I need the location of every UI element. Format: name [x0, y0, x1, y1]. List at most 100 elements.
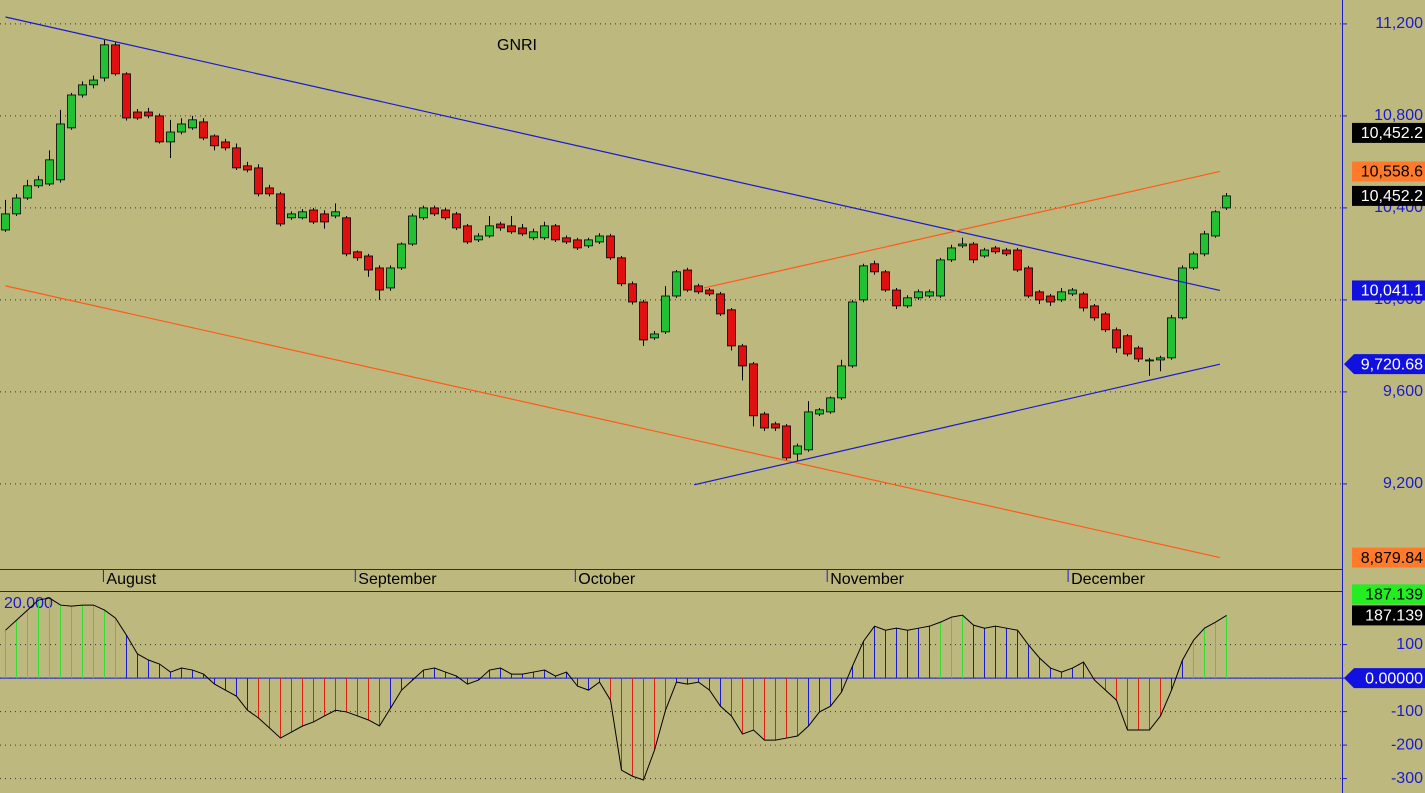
candle-body [1090, 305, 1099, 319]
candle-body [144, 111, 153, 117]
y-tick-label: -200 [1391, 736, 1423, 753]
candle-body [683, 269, 692, 291]
price-label: 10,452.2 [1352, 122, 1425, 143]
candle-body [1200, 233, 1209, 255]
candle-body [463, 225, 472, 243]
candle-body [738, 345, 747, 367]
candle-body [749, 363, 758, 417]
candle-body [1, 213, 10, 231]
candle-body [67, 94, 76, 129]
price-label: 187.139 [1352, 605, 1425, 626]
y-tick-label: -300 [1391, 770, 1423, 787]
candle-body [342, 217, 351, 255]
candle-body [1002, 249, 1011, 255]
price-label-text: 10,452.2 [1361, 188, 1423, 205]
candle-body [452, 213, 461, 229]
x-tick-label: August [106, 571, 156, 588]
candle-body [540, 225, 549, 239]
price-label-box [1352, 584, 1425, 605]
candle-body [364, 255, 373, 271]
candle-body [628, 283, 637, 303]
candle-body [111, 44, 120, 75]
candle-body [650, 333, 659, 339]
candle-body [529, 231, 538, 239]
candle-body [353, 251, 362, 259]
candle-body [617, 257, 626, 285]
trend-line [5, 16, 1221, 292]
candle-body [397, 243, 406, 269]
candle-body [705, 289, 714, 295]
y-tick-label: 9,600 [1383, 383, 1423, 400]
candle-body [232, 147, 241, 169]
candle-body [1145, 359, 1154, 362]
price-label-text: 9,720.68 [1361, 356, 1423, 373]
candle-body [969, 243, 978, 261]
candle-body [320, 213, 329, 223]
candle-body [221, 141, 230, 149]
candle-body [133, 111, 142, 119]
candle-body [485, 225, 494, 237]
candle-body [210, 135, 219, 147]
candle-body [199, 121, 208, 139]
price-label-text: 187.139 [1365, 608, 1423, 625]
y-tick-label: 9,200 [1383, 475, 1423, 492]
candle-body [551, 225, 560, 241]
candle-body [584, 239, 593, 247]
candle-body [507, 225, 516, 233]
price-label-box [1352, 185, 1425, 206]
candle-body [848, 301, 857, 367]
candle-body [254, 167, 263, 195]
price-label: 10,558.6 [1352, 161, 1425, 182]
x-tick-label: October [578, 571, 636, 588]
candle-body [639, 301, 648, 341]
candle-body [804, 411, 813, 451]
candle-body [122, 73, 131, 119]
price-label-text: 8,879.84 [1361, 550, 1423, 567]
candle-body [100, 44, 109, 79]
candle-body [375, 267, 384, 291]
candle-body [430, 207, 439, 215]
y-tick-label: 100 [1396, 636, 1423, 653]
candle-body [562, 237, 571, 243]
candle-body [155, 115, 164, 143]
x-tick-label: December [1071, 571, 1145, 588]
trend-line [703, 170, 1221, 289]
candle-body [408, 215, 417, 245]
x-tick-label: September [358, 571, 437, 588]
candle-body [1024, 267, 1033, 297]
price-label: 10,041.1 [1352, 280, 1425, 301]
candle-body [1167, 317, 1176, 359]
price-label-box [1352, 161, 1425, 182]
candle-body [760, 413, 769, 429]
candle-body [78, 84, 87, 96]
x-tick-label: November [830, 571, 904, 588]
candle-body [518, 227, 527, 235]
price-label-box [1344, 668, 1425, 689]
candle-body [1035, 291, 1044, 301]
price-label-text: 10,041.1 [1361, 283, 1423, 300]
y-tick-label: 11,200 [1375, 15, 1423, 32]
candle-body [1046, 295, 1055, 303]
candle-body [287, 213, 296, 219]
price-label-box [1352, 605, 1425, 626]
candle-body [771, 423, 780, 429]
candle-body [914, 291, 923, 299]
candle-body [837, 365, 846, 399]
candle-body [309, 209, 318, 223]
price-label: 187.139 [1352, 584, 1425, 605]
candle-body [1068, 289, 1077, 295]
candle-body [925, 291, 934, 297]
candle-body [1134, 347, 1143, 360]
candle-body [45, 159, 54, 185]
candle-body [958, 243, 967, 247]
price-label: 9,720.68 [1344, 354, 1425, 375]
candle-body [177, 123, 186, 133]
candle-body [1222, 195, 1231, 209]
candle-body [1013, 249, 1022, 271]
candle-body [496, 223, 505, 229]
candle-body [595, 235, 604, 243]
candle-body [1123, 335, 1132, 355]
price-label-text: 0.00000 [1365, 670, 1423, 687]
